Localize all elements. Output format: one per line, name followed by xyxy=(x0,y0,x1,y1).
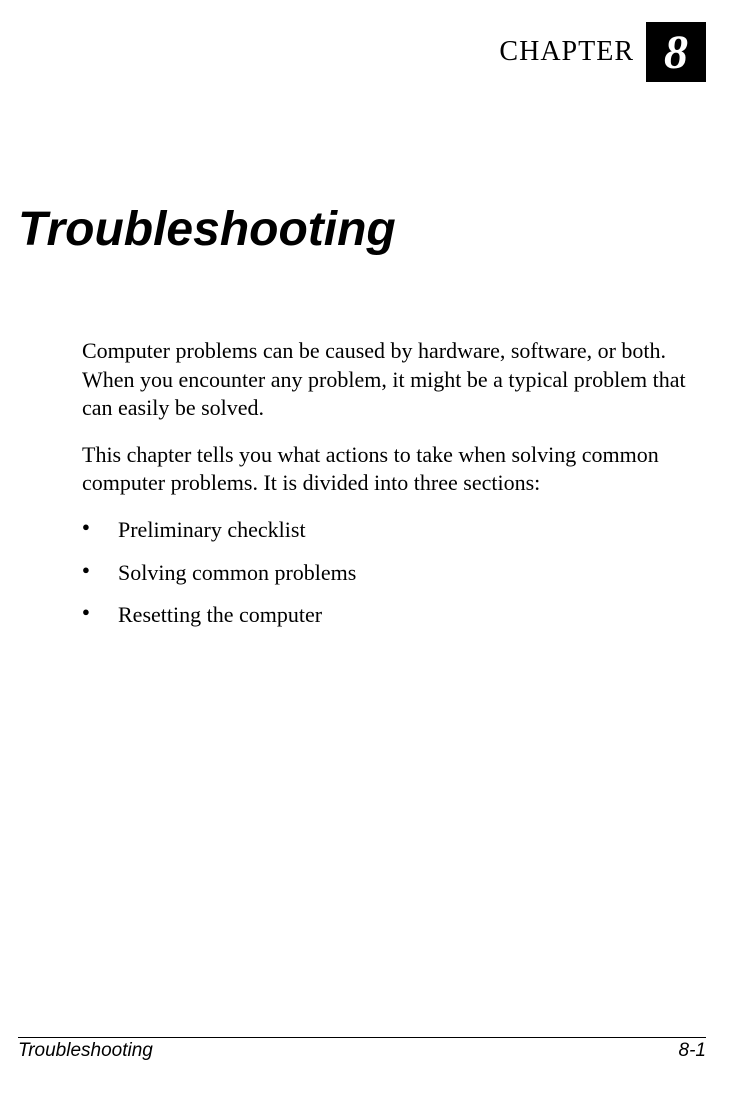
chapter-number: 8 xyxy=(664,25,688,80)
chapter-title: Troubleshooting xyxy=(18,202,706,257)
chapter-number-box: 8 xyxy=(646,22,706,82)
paragraph-2: This chapter tells you what actions to t… xyxy=(82,441,700,498)
bullet-list: Preliminary checklist Solving common pro… xyxy=(82,516,700,630)
chapter-label: CHAPTER xyxy=(499,36,634,68)
page-footer: Troubleshooting 8-1 xyxy=(18,1037,706,1062)
chapter-header: CHAPTER 8 xyxy=(18,22,706,82)
footer-right: 8-1 xyxy=(679,1040,706,1062)
list-item: Resetting the computer xyxy=(82,601,700,630)
paragraph-1: Computer problems can be caused by hardw… xyxy=(82,337,700,423)
footer-left: Troubleshooting xyxy=(18,1040,153,1062)
page-content: CHAPTER 8 Troubleshooting Computer probl… xyxy=(0,0,732,1048)
body-text: Computer problems can be caused by hardw… xyxy=(82,337,700,630)
list-item: Solving common problems xyxy=(82,559,700,588)
list-item: Preliminary checklist xyxy=(82,516,700,545)
